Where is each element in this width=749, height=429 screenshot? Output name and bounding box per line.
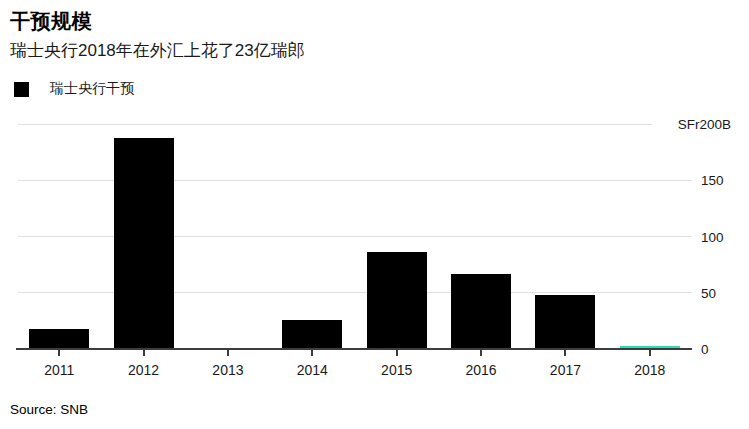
chart-figure: 干预规模 瑞士央行2018年在外汇上花了23亿瑞郎 瑞士央行干预 0501001… (0, 0, 749, 429)
bar-2016 (451, 274, 511, 349)
x-tick-label-2016: 2016 (465, 362, 496, 378)
x-tick-label-2017: 2017 (550, 362, 581, 378)
x-tick-2015 (396, 350, 398, 356)
y-tick-label-200: SFr200B (678, 117, 731, 132)
plot-area: 0 50 100 150 SFr200B 2011 2012 2013 2014 2015 2016… (0, 0, 749, 429)
x-tick-label-2018: 2018 (634, 362, 665, 378)
x-tick-2016 (480, 350, 482, 356)
x-tick-label-2015: 2015 (381, 362, 412, 378)
x-tick-label-2011: 2011 (44, 362, 74, 378)
x-tick-2018 (649, 350, 651, 356)
y-tick-label-100: 100 (701, 229, 724, 244)
y-tick-label-0: 0 (701, 342, 709, 357)
x-tick-2011 (58, 350, 60, 356)
x-tick-2012 (143, 350, 145, 356)
bar-2012 (114, 138, 174, 350)
y-tick-label-150: 150 (701, 173, 724, 188)
x-tick-label-2013: 2013 (212, 362, 243, 378)
bar-2015 (367, 252, 427, 349)
x-tick-2017 (564, 350, 566, 356)
x-tick-2013 (227, 350, 229, 356)
gridline-200 (18, 124, 652, 125)
bar-2011 (29, 329, 89, 349)
y-tick-label-50: 50 (701, 285, 716, 300)
bar-2017 (535, 295, 595, 349)
bar-2014 (282, 320, 342, 349)
source-note: Source: SNB (10, 402, 88, 417)
x-tick-label-2012: 2012 (128, 362, 159, 378)
x-axis-line (16, 348, 692, 350)
x-tick-label-2014: 2014 (297, 362, 328, 378)
x-tick-2014 (311, 350, 313, 356)
